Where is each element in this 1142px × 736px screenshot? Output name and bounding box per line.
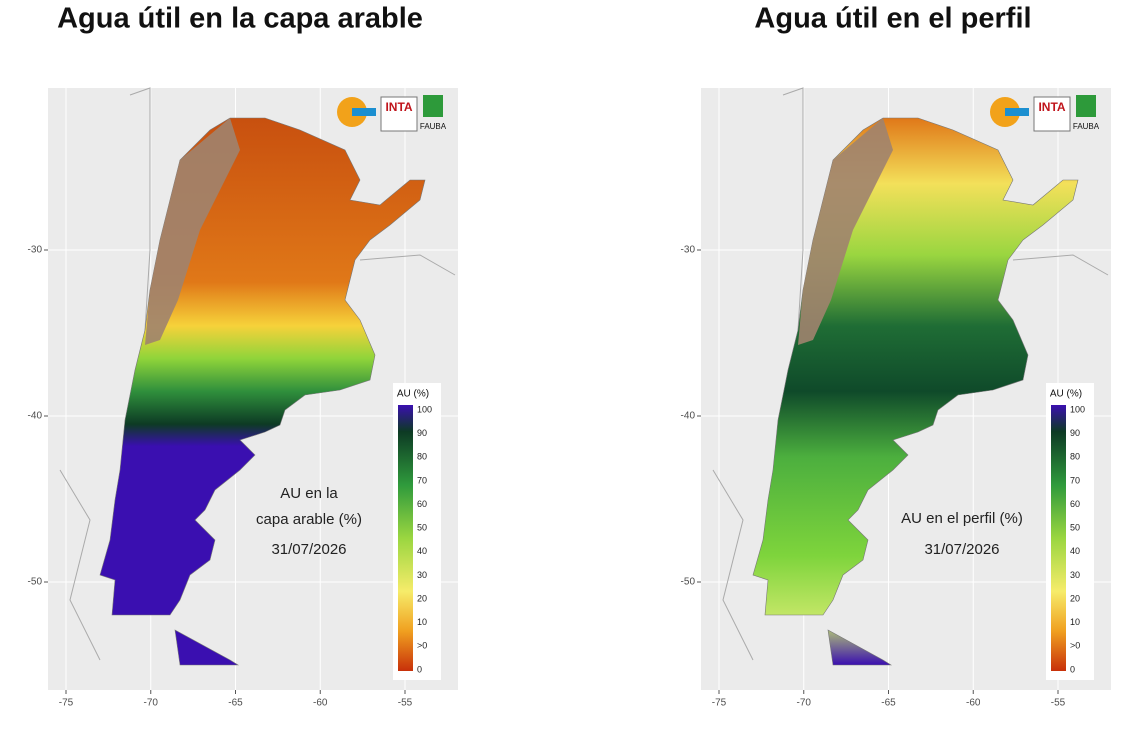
logo-inta-box [380, 96, 418, 132]
x-tick-label: -70 [144, 698, 159, 709]
legend-label: 70 [417, 475, 427, 485]
map-date: 31/07/2026 [271, 541, 346, 558]
x-tick-label: -70 [797, 698, 812, 709]
legend-label: 50 [1070, 523, 1080, 533]
logo-fauba-mark [423, 95, 443, 117]
country-outline [712, 87, 1109, 661]
y-tick-label: -30 [28, 245, 43, 256]
legend-label: 100 [417, 404, 432, 414]
legend-label: 40 [417, 546, 427, 556]
legend-label: 0 [1070, 664, 1075, 674]
legend-title: AU (%) [1050, 389, 1082, 400]
legend-colorbar [1051, 405, 1066, 671]
y-tick-label: -50 [681, 577, 696, 588]
x-tick-label: -55 [1051, 698, 1066, 709]
map-annotation: AU en el perfil (%) [901, 510, 1023, 527]
x-tick-label: -65 [228, 698, 243, 709]
legend-label: 60 [1070, 499, 1080, 509]
y-tick-label: -50 [28, 577, 43, 588]
legend-label: 50 [417, 523, 427, 533]
x-tick-label: -65 [881, 698, 896, 709]
legend-label: 10 [417, 617, 427, 627]
map-annotation: AU en la [280, 485, 338, 502]
legend-label: 80 [1070, 452, 1080, 462]
x-tick-label: -55 [398, 698, 413, 709]
logo-inta: INTA [385, 100, 412, 114]
andes-mask [145, 118, 240, 345]
andes-mask [798, 118, 893, 345]
panel-title: Agua útil en el perfil [754, 3, 1031, 35]
legend-label: 30 [417, 570, 427, 580]
x-tick-label: -75 [59, 698, 74, 709]
legend-title: AU (%) [397, 389, 429, 400]
logo-waves [1005, 108, 1029, 116]
legend-label: >0 [417, 641, 427, 651]
y-tick-label: -40 [28, 411, 43, 422]
map-date: 31/07/2026 [924, 541, 999, 558]
legend-label: 70 [1070, 475, 1080, 485]
x-tick-label: -75 [712, 698, 727, 709]
logo-fauba: FAUBA [420, 122, 447, 131]
country-outline [59, 87, 456, 661]
x-tick-label: -60 [313, 698, 328, 709]
legend-label: >0 [1070, 641, 1080, 651]
logo-inta: INTA [1038, 100, 1065, 114]
map-panel: Agua útil en la capa arable -75 -70 -65 -60 -… [28, 3, 458, 709]
legend-colorbar [398, 405, 413, 671]
legend-label: 40 [1070, 546, 1080, 556]
map-panel: Agua útil en el perfil -75 -70 -65 -60 -55 -30… [681, 3, 1111, 709]
legend-label: 20 [417, 593, 427, 603]
legend-label: 30 [1070, 570, 1080, 580]
legend-label: 0 [417, 664, 422, 674]
x-tick-label: -60 [966, 698, 981, 709]
y-tick-label: -40 [681, 411, 696, 422]
legend-label: 90 [1070, 428, 1080, 438]
logo-waves [352, 108, 376, 116]
logo-inta-box [1033, 96, 1071, 132]
legend-label: 90 [417, 428, 427, 438]
legend-label: 20 [1070, 593, 1080, 603]
logo-fauba: FAUBA [1073, 122, 1100, 131]
panel-title: Agua útil en la capa arable [57, 3, 423, 35]
legend-label: 10 [1070, 617, 1080, 627]
logo-fauba-mark [1076, 95, 1096, 117]
map-annotation: capa arable (%) [256, 511, 362, 528]
y-tick-label: -30 [681, 245, 696, 256]
legend-label: 60 [417, 499, 427, 509]
legend-label: 100 [1070, 404, 1085, 414]
legend-label: 80 [417, 452, 427, 462]
